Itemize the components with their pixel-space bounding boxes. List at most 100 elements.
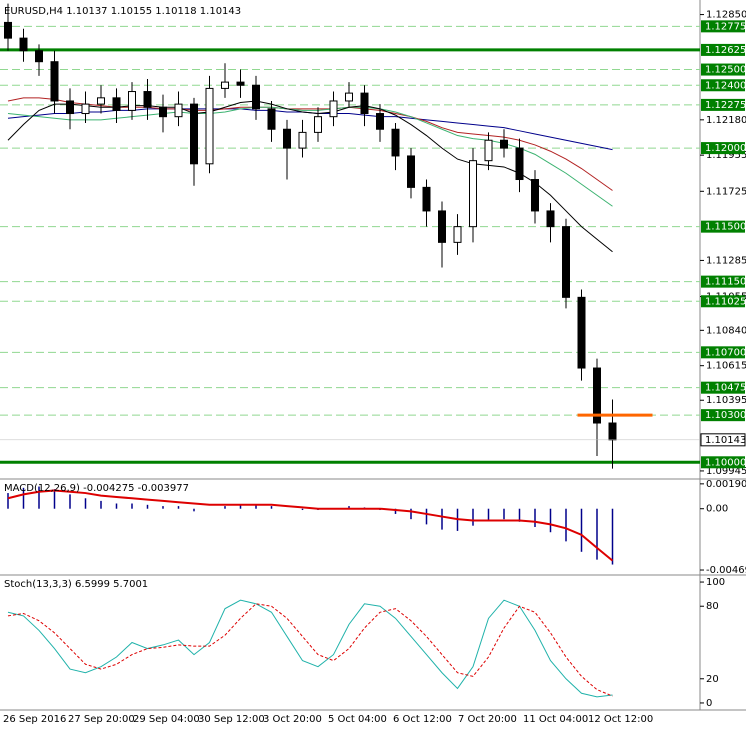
x-tick-label: 26 Sep 2016 bbox=[3, 714, 66, 725]
last-price-box bbox=[700, 433, 746, 447]
y-tick-label: 100 bbox=[706, 577, 725, 588]
candle-body bbox=[469, 160, 477, 228]
moving-average bbox=[7, 97, 613, 191]
candle-body bbox=[35, 50, 43, 63]
candle-body bbox=[190, 103, 198, 165]
candle-body bbox=[314, 116, 322, 133]
y-tick-label: 1.09945 bbox=[706, 466, 746, 477]
level-label-box bbox=[701, 63, 745, 76]
y-tick-label: 1.12180 bbox=[706, 115, 746, 126]
level-label: 1.11150 bbox=[705, 277, 746, 288]
stoch-line bbox=[7, 603, 613, 697]
candle-body bbox=[593, 367, 601, 424]
x-tick-label: 6 Oct 12:00 bbox=[393, 714, 452, 725]
candle-body bbox=[66, 100, 74, 115]
candle-body bbox=[329, 100, 338, 118]
y-tick-label: 1.11955 bbox=[706, 150, 746, 161]
level-label-box bbox=[701, 142, 745, 155]
y-tick-label: 1.11725 bbox=[706, 186, 746, 197]
chart-title: EURUSD,H4 1.10137 1.10155 1.10118 1.1014… bbox=[4, 6, 241, 17]
candle-body bbox=[407, 155, 415, 188]
candle-body bbox=[360, 92, 369, 115]
candle-body bbox=[500, 139, 508, 149]
x-tick-label: 30 Sep 12:00 bbox=[198, 714, 265, 725]
moving-average bbox=[7, 100, 613, 253]
x-tick-label: 5 Oct 04:00 bbox=[328, 714, 387, 725]
level-label-box bbox=[701, 346, 745, 359]
candle-body bbox=[546, 210, 555, 228]
x-tick-label: 12 Oct 12:00 bbox=[588, 714, 653, 725]
macd-title: MACD(12,26,9) -0.004275 -0.003977 bbox=[4, 483, 189, 494]
level-label-box bbox=[701, 20, 745, 33]
moving-average bbox=[7, 106, 613, 207]
candle-body bbox=[112, 97, 121, 111]
candle-body bbox=[50, 61, 59, 102]
x-tick-label: 27 Sep 20:00 bbox=[68, 714, 135, 725]
candle-body bbox=[562, 226, 570, 298]
level-label: 1.12275 bbox=[705, 100, 746, 111]
candle-body bbox=[159, 106, 167, 118]
candle-body bbox=[298, 131, 307, 149]
level-label: 1.12400 bbox=[705, 80, 746, 91]
candle-body bbox=[531, 179, 539, 212]
candle-body bbox=[128, 91, 136, 111]
y-tick-label: 1.10615 bbox=[706, 361, 746, 372]
level-label: 1.10300 bbox=[705, 410, 746, 421]
level-label: 1.12625 bbox=[705, 45, 746, 56]
candle-body bbox=[236, 81, 245, 86]
candle-body bbox=[97, 97, 105, 105]
candle-body bbox=[205, 87, 214, 165]
level-label-box bbox=[701, 295, 745, 308]
level-label-box bbox=[701, 409, 745, 422]
candle-body bbox=[143, 91, 152, 108]
level-label: 1.11025 bbox=[705, 296, 746, 307]
y-tick-label: 0 bbox=[706, 698, 712, 709]
macd-signal bbox=[7, 489, 614, 562]
level-label: 1.10475 bbox=[705, 383, 746, 394]
last-price-label: 1.10143 bbox=[705, 435, 746, 446]
candle-body bbox=[577, 296, 586, 369]
x-tick-label: 29 Sep 04:00 bbox=[133, 714, 200, 725]
candle-body bbox=[484, 139, 493, 162]
level-label: 1.12000 bbox=[705, 143, 746, 154]
level-label-box bbox=[701, 43, 745, 56]
candle-body bbox=[345, 92, 353, 102]
level-label-box bbox=[701, 456, 745, 469]
y-tick-label: 80 bbox=[706, 601, 719, 612]
candle-body bbox=[376, 113, 384, 130]
candle-body bbox=[19, 37, 28, 52]
candle-body bbox=[267, 108, 276, 130]
candle-body bbox=[81, 103, 90, 115]
y-tick-label: -0.004695 bbox=[706, 565, 746, 576]
candle-body bbox=[515, 147, 524, 181]
candle-body bbox=[4, 21, 12, 39]
candle-body bbox=[608, 422, 617, 441]
stoch-line bbox=[7, 599, 613, 698]
x-tick-label: 7 Oct 20:00 bbox=[458, 714, 517, 725]
candle-body bbox=[221, 81, 229, 89]
level-label: 1.12500 bbox=[705, 65, 746, 76]
y-tick-label: 1.12850 bbox=[706, 10, 746, 21]
level-label: 1.12775 bbox=[705, 21, 746, 32]
level-label: 1.10000 bbox=[705, 457, 746, 468]
x-tick-label: 11 Oct 04:00 bbox=[523, 714, 588, 725]
y-tick-label: 1.10840 bbox=[706, 325, 746, 336]
level-label-box bbox=[701, 220, 745, 233]
y-tick-label: 1.10395 bbox=[706, 395, 746, 406]
y-tick-label: 0.001905 bbox=[706, 479, 746, 490]
level-label-box bbox=[701, 98, 745, 111]
level-label: 1.11500 bbox=[705, 222, 746, 233]
candle-body bbox=[252, 84, 260, 110]
level-label-box bbox=[701, 79, 745, 92]
candle-body bbox=[283, 128, 291, 149]
x-tick-label: 3 Oct 20:00 bbox=[263, 714, 322, 725]
level-label: 1.10700 bbox=[705, 347, 746, 358]
candle-body bbox=[391, 128, 400, 157]
y-tick-label: 0.00 bbox=[706, 504, 728, 515]
y-tick-label: 1.11285 bbox=[706, 255, 746, 266]
candle-body bbox=[453, 226, 462, 243]
stoch-title: Stoch(13,3,3) 6.5999 5.7001 bbox=[4, 579, 148, 590]
candle-body bbox=[438, 210, 446, 243]
